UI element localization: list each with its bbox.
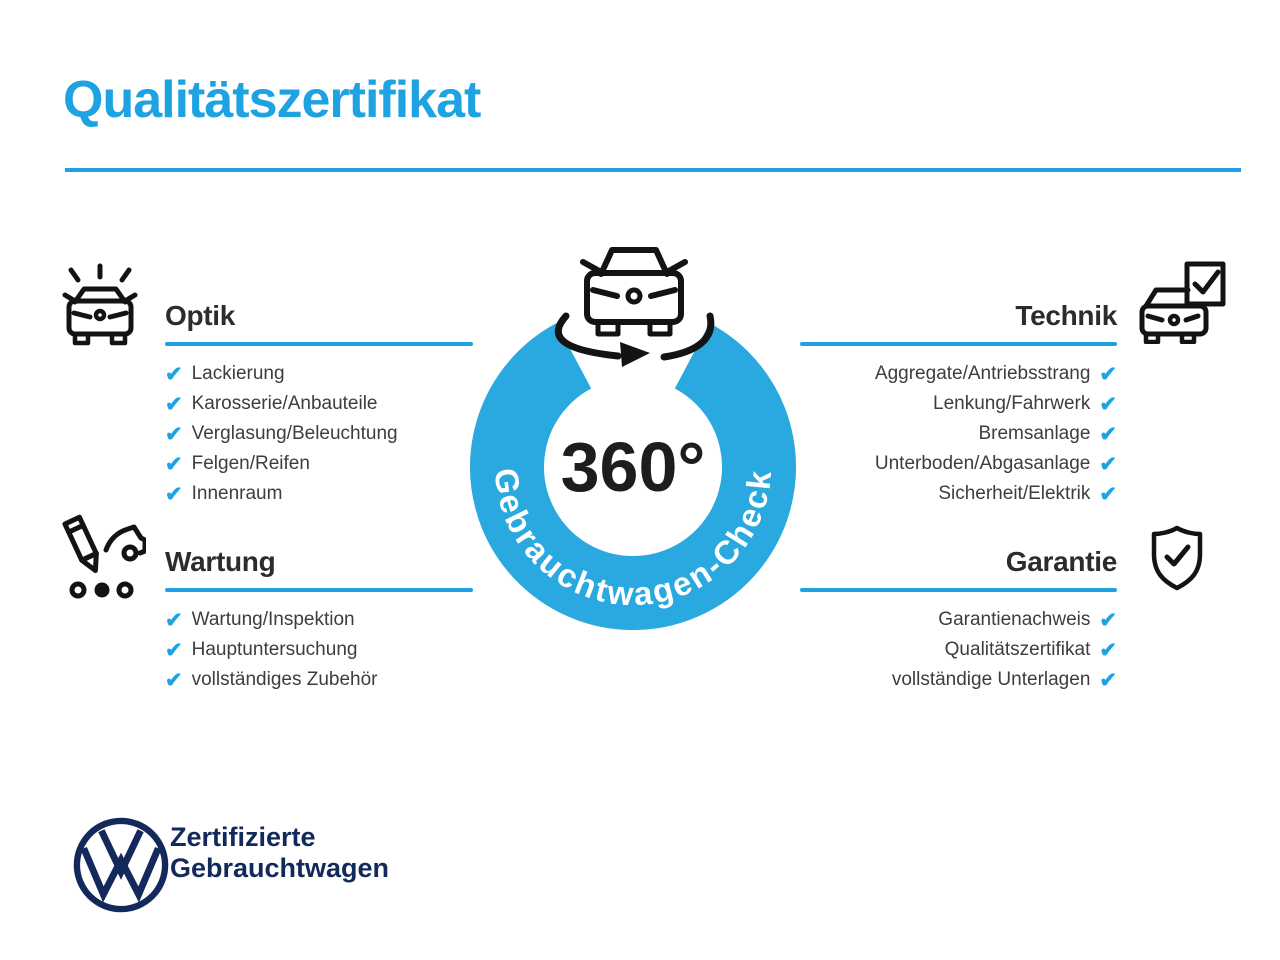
section-underline	[165, 342, 473, 346]
vw-logo-icon	[73, 817, 169, 913]
section-wartung: Wartung ✔ Wartung/Inspektion ✔ Hauptunters…	[165, 546, 473, 695]
check-item: Bremsanlage ✔	[800, 419, 1117, 449]
title-rule	[65, 168, 1241, 172]
check-icon: ✔	[1099, 362, 1117, 386]
item-label: Bremsanlage	[978, 423, 1091, 444]
item-label: Aggregate/Antriebsstrang	[874, 363, 1091, 384]
check-icon: ✔	[165, 638, 183, 662]
section-technik: Technik Aggregate/Antriebsstrang ✔ Lenkun…	[800, 300, 1117, 509]
check-item: ✔ Innenraum	[165, 479, 473, 509]
ring-arc	[470, 323, 796, 630]
check-icon: ✔	[165, 482, 183, 506]
item-label: Qualitätszertifikat	[944, 639, 1091, 660]
item-label: Innenraum	[191, 483, 283, 504]
section-title: Garantie	[1005, 546, 1118, 577]
check-item: vollständige Unterlagen ✔	[800, 665, 1117, 695]
car-rotate-icon	[554, 247, 715, 367]
check-item: Sicherheit/Elektrik ✔	[800, 479, 1117, 509]
check-icon: ✔	[1099, 482, 1117, 506]
badge-360: Gebrauchtwagen-Check 360°	[470, 247, 796, 630]
check-item: Qualitätszertifikat ✔	[800, 635, 1117, 665]
check-item: ✔ Lackierung	[165, 359, 473, 389]
check-item: ✔ vollständiges Zubehör	[165, 665, 473, 695]
section-garantie: Garantie Garantienachweis ✔ Qualitätszert…	[800, 546, 1117, 695]
section-underline	[800, 588, 1117, 592]
section-optik: Optik ✔ Lackierung ✔ Karosserie/Anbauteile…	[165, 300, 473, 509]
check-icon: ✔	[1099, 608, 1117, 632]
shield-check-icon	[1151, 525, 1203, 591]
check-item: Garantienachweis ✔	[800, 605, 1117, 635]
check-icon: ✔	[1099, 638, 1117, 662]
item-label: Lenkung/Fahrwerk	[933, 393, 1091, 414]
check-icon: ✔	[165, 362, 183, 386]
check-item: Lenkung/Fahrwerk ✔	[800, 389, 1117, 419]
item-label: Karosserie/Anbauteile	[191, 393, 378, 414]
check-item: ✔ Hauptuntersuchung	[165, 635, 473, 665]
check-icon: ✔	[1099, 668, 1117, 692]
check-icon: ✔	[165, 422, 183, 446]
check-icon: ✔	[1099, 452, 1117, 476]
item-label: Wartung/Inspektion	[191, 609, 355, 630]
item-label: vollständige Unterlagen	[891, 669, 1091, 690]
check-item: ✔ Felgen/Reifen	[165, 449, 473, 479]
check-item: Aggregate/Antriebsstrang ✔	[800, 359, 1117, 389]
page-title: Qualitätszertifikat	[63, 71, 481, 129]
degrees-text: 360°	[561, 428, 706, 506]
item-label: Hauptuntersuchung	[191, 639, 358, 660]
section-underline	[800, 342, 1117, 346]
shiny-car-icon	[62, 263, 138, 346]
check-list: Garantienachweis ✔ Qualitätszertifikat ✔ v…	[800, 605, 1117, 695]
check-item: ✔ Wartung/Inspektion	[165, 605, 473, 635]
check-icon: ✔	[1099, 392, 1117, 416]
item-label: Felgen/Reifen	[191, 453, 310, 474]
item-label: Lackierung	[191, 363, 285, 384]
check-list: ✔ Wartung/Inspektion ✔ Hauptuntersuchung ✔…	[165, 605, 473, 695]
item-label: vollständiges Zubehör	[191, 669, 378, 690]
check-icon: ✔	[1099, 422, 1117, 446]
item-label: Unterboden/Abgasanlage	[874, 453, 1091, 474]
check-list: ✔ Lackierung ✔ Karosserie/Anbauteile ✔ Verg…	[165, 359, 473, 509]
check-icon: ✔	[165, 452, 183, 476]
item-label: Verglasung/Beleuchtung	[191, 423, 398, 444]
check-item: ✔ Karosserie/Anbauteile	[165, 389, 473, 419]
service-checklist-icon	[62, 514, 146, 599]
section-title: Technik	[1015, 300, 1117, 331]
check-item: ✔ Verglasung/Beleuchtung	[165, 419, 473, 449]
check-icon: ✔	[165, 608, 183, 632]
check-item: Unterboden/Abgasanlage ✔	[800, 449, 1117, 479]
check-list: Aggregate/Antriebsstrang ✔ Lenkung/Fahrwe…	[800, 359, 1117, 509]
check-icon: ✔	[165, 668, 183, 692]
section-title: Optik	[165, 300, 236, 331]
section-title: Wartung	[165, 546, 276, 577]
brand-wordmark: Zertifizierte Gebrauchtwagen	[170, 822, 389, 884]
item-label: Garantienachweis	[938, 609, 1091, 630]
brand-line1: Zertifizierte	[170, 822, 316, 852]
section-underline	[165, 588, 473, 592]
car-check-icon	[1139, 261, 1226, 344]
brand-line2: Gebrauchtwagen	[170, 853, 390, 883]
check-icon: ✔	[165, 392, 183, 416]
item-label: Sicherheit/Elektrik	[938, 483, 1091, 504]
